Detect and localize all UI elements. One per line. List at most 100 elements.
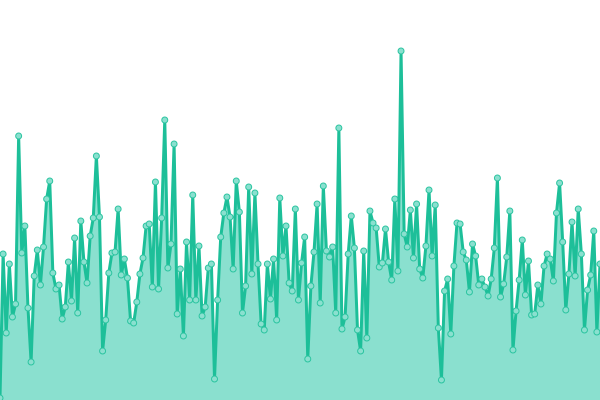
data-point-28 xyxy=(83,279,91,287)
data-point-88 xyxy=(270,255,278,263)
data-point-128 xyxy=(394,267,402,275)
data-point-100 xyxy=(307,282,315,290)
data-point-187 xyxy=(577,250,585,258)
data-point-161 xyxy=(497,293,505,301)
data-point-180 xyxy=(556,179,564,187)
data-point-148 xyxy=(456,220,464,228)
data-point-176 xyxy=(543,250,551,258)
data-point-6 xyxy=(15,132,23,140)
data-point-66 xyxy=(201,303,209,311)
data-point-68 xyxy=(207,260,215,268)
data-point-140 xyxy=(431,201,439,209)
data-point-155 xyxy=(478,275,486,283)
data-point-86 xyxy=(263,260,271,268)
data-point-74 xyxy=(226,213,234,221)
data-point-157 xyxy=(484,292,492,300)
data-point-40 xyxy=(120,255,128,263)
data-point-181 xyxy=(559,238,567,246)
data-point-175 xyxy=(540,262,548,270)
data-point-61 xyxy=(186,296,194,304)
data-point-83 xyxy=(254,260,262,268)
data-point-137 xyxy=(422,242,430,250)
data-point-126 xyxy=(388,276,396,284)
data-point-58 xyxy=(176,265,184,273)
data-point-48 xyxy=(145,220,153,228)
data-point-13 xyxy=(36,281,44,289)
data-point-130 xyxy=(400,230,408,238)
data-point-134 xyxy=(413,200,421,208)
data-point-191 xyxy=(590,227,598,235)
data-point-103 xyxy=(316,299,324,307)
data-point-146 xyxy=(450,262,458,270)
data-point-158 xyxy=(487,275,495,283)
data-point-116 xyxy=(357,347,365,355)
data-point-78 xyxy=(238,309,246,317)
data-point-106 xyxy=(326,253,334,261)
data-point-108 xyxy=(332,309,340,317)
data-point-120 xyxy=(369,219,377,227)
data-point-142 xyxy=(437,376,445,384)
data-point-2 xyxy=(2,329,10,337)
data-point-24 xyxy=(71,234,79,242)
data-point-54 xyxy=(164,264,172,272)
data-point-109 xyxy=(335,124,343,132)
data-point-184 xyxy=(568,218,576,226)
data-point-82 xyxy=(251,189,259,197)
data-point-92 xyxy=(282,222,290,230)
data-point-49 xyxy=(148,283,156,291)
data-point-89 xyxy=(273,316,281,324)
data-point-118 xyxy=(363,334,371,342)
data-point-182 xyxy=(562,306,570,314)
series-line xyxy=(0,49,600,399)
data-point-110 xyxy=(338,325,346,333)
data-point-72 xyxy=(220,209,228,217)
data-point-112 xyxy=(344,250,352,258)
data-point-87 xyxy=(266,295,274,303)
data-point-165 xyxy=(509,346,517,354)
data-point-11 xyxy=(30,272,38,280)
data-point-99 xyxy=(304,355,312,363)
data-point-167 xyxy=(515,276,523,284)
data-point-105 xyxy=(322,247,330,255)
data-point-133 xyxy=(409,254,417,262)
data-point-60 xyxy=(183,238,191,246)
data-point-121 xyxy=(372,224,380,232)
data-point-75 xyxy=(229,265,237,273)
data-point-143 xyxy=(441,287,449,295)
data-point-94 xyxy=(288,287,296,295)
data-point-50 xyxy=(151,178,159,186)
data-point-53 xyxy=(161,116,169,124)
data-point-162 xyxy=(500,280,508,288)
data-point-185 xyxy=(571,272,579,280)
data-point-44 xyxy=(133,298,141,306)
data-point-114 xyxy=(350,244,358,252)
data-point-125 xyxy=(385,258,393,266)
data-point-32 xyxy=(95,213,103,221)
data-point-9 xyxy=(24,304,32,312)
data-point-104 xyxy=(319,182,327,190)
data-point-59 xyxy=(179,332,187,340)
data-point-159 xyxy=(490,244,498,252)
data-point-43 xyxy=(130,319,138,327)
data-point-160 xyxy=(493,174,501,182)
data-point-150 xyxy=(462,256,470,264)
data-point-65 xyxy=(198,312,206,320)
data-point-76 xyxy=(232,177,240,185)
data-point-192 xyxy=(593,328,600,336)
data-point-30 xyxy=(89,214,97,222)
data-point-154 xyxy=(475,281,483,289)
data-point-62 xyxy=(189,191,197,199)
data-point-19 xyxy=(55,281,63,289)
data-point-57 xyxy=(173,310,181,318)
data-point-34 xyxy=(102,316,110,324)
data-point-12 xyxy=(33,246,41,254)
data-point-163 xyxy=(503,253,511,261)
data-point-115 xyxy=(354,326,362,334)
data-point-113 xyxy=(347,212,355,220)
data-point-85 xyxy=(260,326,268,334)
data-point-93 xyxy=(285,279,293,287)
data-point-70 xyxy=(214,296,222,304)
data-point-80 xyxy=(245,183,253,191)
data-point-4 xyxy=(8,313,16,321)
